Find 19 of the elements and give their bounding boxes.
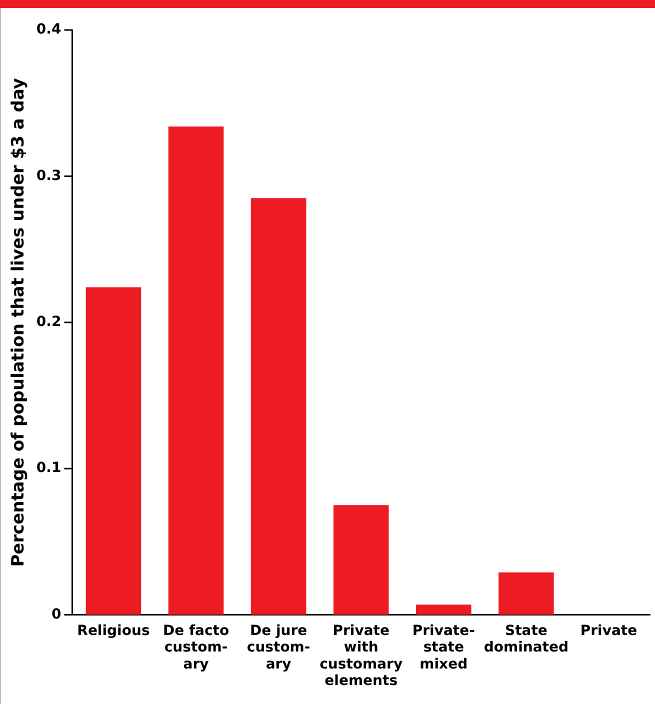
x-tick-label: Private	[580, 622, 638, 639]
bar	[86, 287, 142, 615]
bar	[498, 572, 554, 615]
y-tick-label: 0.1	[36, 460, 62, 476]
bar	[416, 604, 472, 615]
x-tick-label: De facto custom- ary	[162, 622, 230, 672]
y-axis-title: Percentage of population that lives under $3 a day	[8, 78, 29, 567]
y-tick-label: 0	[51, 606, 62, 622]
x-tick-label: Private- state mixed	[412, 622, 476, 672]
x-tick-label: De jure custom- ary	[246, 622, 310, 672]
y-tick-label: 0.4	[36, 22, 62, 38]
x-tick-label: State dominated	[484, 622, 569, 656]
y-tick-label: 0.2	[36, 314, 62, 330]
y-tick-label: 0.3	[36, 168, 62, 184]
bar	[168, 126, 224, 615]
x-tick-label: Religious	[77, 622, 150, 639]
x-tick-label: Private with customary elements	[320, 622, 403, 690]
bar	[250, 198, 306, 615]
bar	[333, 505, 389, 615]
